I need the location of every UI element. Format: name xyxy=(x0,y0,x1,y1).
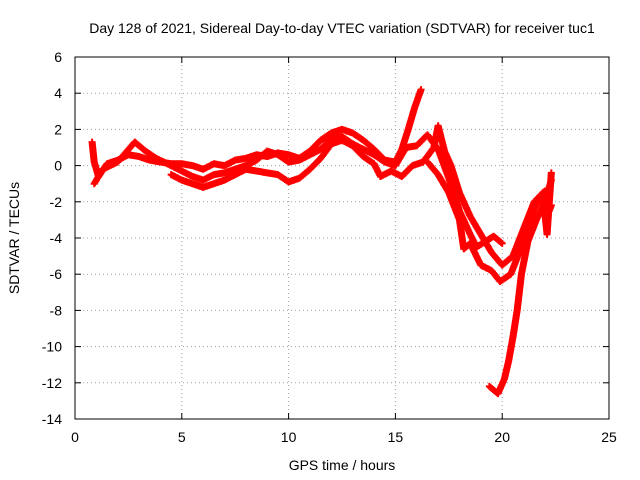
y-tick-label: 2 xyxy=(54,121,62,137)
y-axis-label: SDTVAR / TECUs xyxy=(6,182,22,294)
y-tick-label: -12 xyxy=(42,375,62,391)
series-track-2 xyxy=(90,131,506,251)
data-point xyxy=(547,169,555,177)
data-point xyxy=(417,86,425,94)
tick-labels: 0 5 10 15 20 25 -14 -12 -10 -8 -6 -4 -2 0 2 4 6 xyxy=(42,49,617,445)
y-tick-label: -14 xyxy=(42,411,62,427)
axis-ticks xyxy=(74,56,610,420)
x-tick-label: 15 xyxy=(388,429,404,445)
data-point xyxy=(498,239,506,247)
x-tick-label: 5 xyxy=(178,429,186,445)
series-track-1 xyxy=(88,86,425,180)
series-track-5 xyxy=(485,176,555,398)
x-tick-label: 0 xyxy=(71,429,79,445)
y-tick-label: 0 xyxy=(54,158,62,174)
series-track-3 xyxy=(167,122,555,269)
data-point xyxy=(547,176,555,184)
y-tick-label: -4 xyxy=(50,230,63,246)
y-tick-label: -2 xyxy=(50,194,63,210)
x-tick-label: 10 xyxy=(281,429,297,445)
data-point xyxy=(497,238,505,246)
y-tick-label: -8 xyxy=(50,302,63,318)
y-tick-label: -6 xyxy=(50,266,63,282)
x-tick-label: 20 xyxy=(494,429,510,445)
y-tick-label: 4 xyxy=(54,85,62,101)
y-tick-label: 6 xyxy=(54,49,62,65)
data-points xyxy=(88,86,555,398)
x-tick-label: 25 xyxy=(601,429,617,445)
x-axis-label: GPS time / hours xyxy=(289,457,396,473)
chart-title: Day 128 of 2021, Sidereal Day-to-day VTE… xyxy=(89,20,595,36)
y-tick-label: -10 xyxy=(42,339,62,355)
